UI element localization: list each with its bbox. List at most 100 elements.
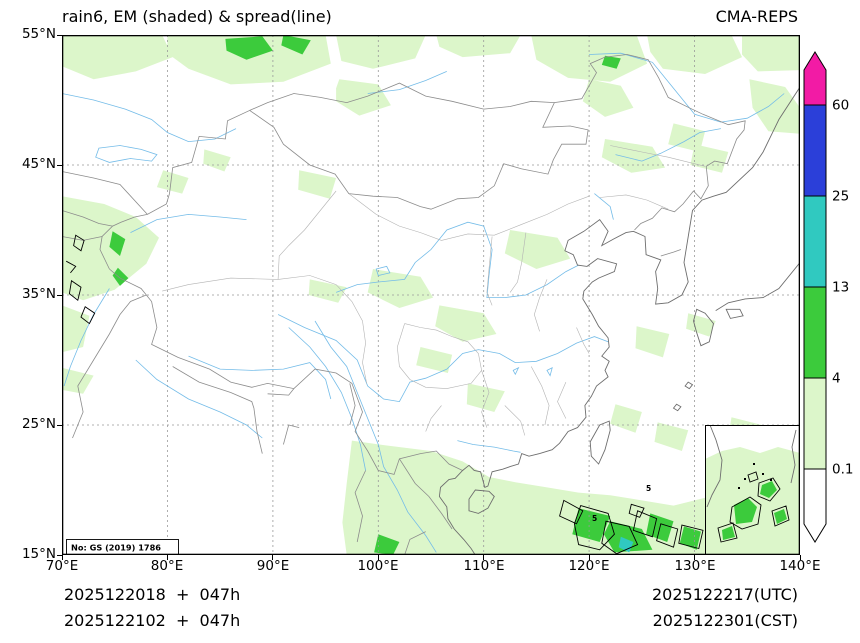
island-dot bbox=[770, 479, 772, 481]
south-china-sea-inset bbox=[705, 424, 800, 555]
island-dot bbox=[744, 478, 746, 480]
coastline-layer bbox=[438, 86, 800, 555]
y-tick-mark bbox=[57, 554, 62, 556]
rain-shade-green bbox=[281, 35, 311, 55]
x-tick-label: 120°E bbox=[568, 558, 610, 574]
rain-shade-light bbox=[635, 326, 670, 358]
rain-shade-light bbox=[686, 313, 716, 337]
river-path bbox=[335, 221, 579, 298]
x-tick-label: 70°E bbox=[45, 558, 79, 574]
country-border-path bbox=[249, 82, 555, 111]
x-tick-mark bbox=[377, 555, 379, 560]
province-border-path bbox=[557, 381, 567, 419]
rain-shade-light bbox=[62, 305, 90, 353]
map-canvas: 5 5 No: GS (2019) 1786 bbox=[62, 35, 800, 555]
grid-lines bbox=[62, 35, 800, 555]
colorbar-extend-top bbox=[804, 52, 826, 70]
rain-shade-light bbox=[62, 367, 94, 394]
y-tick-label: 45°N bbox=[21, 156, 56, 172]
y-tick-mark bbox=[57, 294, 62, 296]
province-border-path bbox=[509, 232, 527, 293]
river-path bbox=[135, 359, 263, 439]
river-path bbox=[594, 193, 614, 220]
plot-frame bbox=[62, 35, 800, 555]
rain-shade-light bbox=[298, 170, 337, 199]
country-border-path bbox=[62, 171, 148, 215]
province-border-path bbox=[599, 194, 669, 210]
island-dot bbox=[738, 487, 740, 489]
country-border-path bbox=[404, 531, 426, 555]
colorbar-label: 4 bbox=[832, 371, 841, 387]
rain-shade-green bbox=[679, 526, 701, 550]
coastline-path bbox=[725, 308, 744, 319]
coastline-path bbox=[684, 381, 694, 390]
province-border-path bbox=[504, 405, 526, 436]
coastline-path bbox=[693, 308, 714, 347]
rain-shade-light bbox=[367, 269, 434, 308]
province-border-path bbox=[396, 323, 482, 389]
colorbar-seg-none bbox=[804, 469, 826, 524]
province-border-path bbox=[486, 236, 493, 306]
x-tick-mark bbox=[272, 555, 274, 560]
rain-shade-light bbox=[62, 196, 159, 301]
province-border-path bbox=[425, 405, 442, 432]
rain-shade-green bbox=[601, 55, 621, 69]
country-border-path bbox=[354, 470, 366, 543]
spread-contour bbox=[678, 524, 704, 550]
island-dot bbox=[753, 463, 755, 465]
spread-contour bbox=[73, 234, 85, 252]
figure-title: rain6, EM (shaded) & spread(line) bbox=[62, 7, 332, 26]
province-borders-layer bbox=[162, 145, 706, 436]
rain-shade-light bbox=[203, 149, 231, 172]
province-border-path bbox=[348, 193, 590, 241]
y-tick-label: 35°N bbox=[21, 286, 56, 302]
province-border-path bbox=[278, 275, 367, 384]
spread-contour bbox=[559, 499, 584, 525]
rain-shade-light bbox=[610, 404, 642, 433]
river-path bbox=[615, 128, 721, 162]
colorbar-label: 60 bbox=[832, 98, 849, 114]
coastline-path bbox=[468, 489, 495, 514]
rain-shade-light bbox=[504, 230, 571, 269]
country-borders-layer bbox=[62, 54, 746, 555]
province-border-path bbox=[481, 370, 490, 428]
rain-shade-green bbox=[722, 526, 735, 540]
rain-shade-light bbox=[436, 35, 521, 58]
spread-contour bbox=[717, 522, 738, 543]
colorbar-outline bbox=[803, 51, 827, 543]
y-tick-label: 55°N bbox=[21, 26, 56, 42]
rivers-lakes-layer bbox=[62, 52, 785, 553]
x-tick-mark bbox=[166, 555, 168, 560]
colorbar-seg-vhigh bbox=[804, 105, 826, 196]
country-border-path bbox=[283, 424, 300, 445]
coastline-path bbox=[438, 86, 800, 555]
spread-contour bbox=[80, 306, 96, 325]
rain-shade-green bbox=[109, 231, 126, 256]
y-tick-mark bbox=[57, 34, 62, 36]
rain-shade-green bbox=[774, 509, 787, 524]
colorbar-extend-bottom bbox=[804, 524, 826, 542]
river-path bbox=[314, 320, 437, 553]
colorbar-label: 25 bbox=[832, 189, 849, 205]
x-tick-label: 100°E bbox=[357, 558, 399, 574]
province-border-path bbox=[162, 277, 279, 292]
y-tick-mark bbox=[57, 164, 62, 166]
spread-contour bbox=[757, 477, 781, 502]
spread-contour bbox=[771, 505, 790, 527]
contour-value-label: 5 bbox=[646, 484, 651, 493]
x-tick-mark bbox=[799, 555, 801, 560]
x-tick-label: 140°E bbox=[779, 558, 821, 574]
colorbar-seg-extreme bbox=[804, 70, 826, 105]
rain-shade-green bbox=[374, 534, 400, 555]
country-border-path bbox=[99, 54, 746, 270]
province-border-path bbox=[610, 145, 706, 167]
colorbar-seg-mid bbox=[804, 287, 826, 378]
lake-outline bbox=[546, 367, 553, 377]
river-path bbox=[130, 213, 247, 233]
valid-time-utc: 2025122217(UTC) bbox=[652, 585, 798, 604]
colorbar-label: 0.1 bbox=[832, 462, 853, 478]
rain-shade-light bbox=[435, 305, 497, 342]
rain-shade-light bbox=[531, 35, 648, 82]
country-border-path bbox=[399, 458, 453, 530]
y-tick-label: 15°N bbox=[21, 546, 56, 562]
